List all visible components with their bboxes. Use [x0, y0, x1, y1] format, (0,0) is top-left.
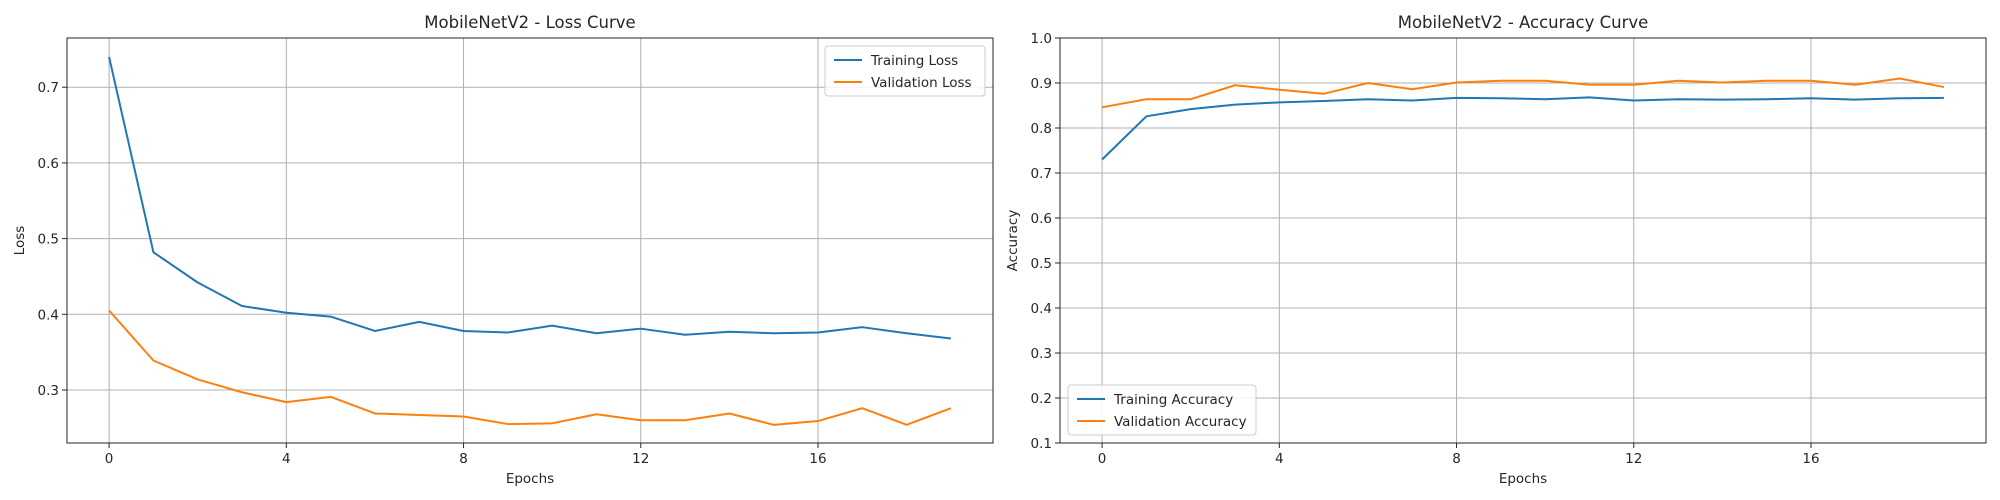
x-tick-label: 16	[809, 451, 826, 467]
x-tick-label: 4	[1275, 451, 1284, 467]
y-tick-label: 0.6	[1031, 211, 1052, 227]
x-axis-label: Epochs	[506, 471, 554, 487]
x-tick-label: 8	[1452, 451, 1461, 467]
x-tick-label: 4	[282, 451, 291, 467]
x-tick-label: 0	[105, 451, 114, 467]
loss-chart: 0 4 8 12 16 0.3 0.4 0.5 0.6 0.7 MobileNetV2 - Los…	[12, 13, 994, 487]
series-line-training	[108, 56, 952, 340]
legend: Training Accuracy Validation Accuracy	[1067, 384, 1257, 436]
legend-box	[824, 45, 986, 97]
y-axis-label: Accuracy	[1005, 210, 1021, 272]
y-tick-label: 0.4	[1031, 301, 1052, 317]
y-tick-label: 0.1	[1031, 436, 1052, 452]
ticks: 0 4 8 12 16 0.3 0.4 0.5 0.6 0.7	[38, 80, 827, 467]
y-axis-label: Loss	[12, 226, 28, 256]
y-tick-label: 0.3	[38, 383, 59, 399]
y-tick-label: 0.5	[38, 232, 59, 248]
accuracy-chart: 0 4 8 12 16 0.1 0.2 0.3 0.4 0.5 0.6 0.7 0.8 0.9 1.0 Mo…	[1005, 13, 1987, 487]
y-tick-label: 0.8	[1031, 121, 1052, 137]
x-tick-label: 8	[459, 451, 468, 467]
plot-frame	[66, 37, 994, 444]
legend-label-training: Training Accuracy	[1113, 392, 1233, 408]
plot-frame	[1059, 37, 1987, 444]
series-line-validation	[108, 309, 952, 426]
y-tick-label: 0.6	[38, 156, 59, 172]
y-tick-label: 0.7	[38, 80, 59, 96]
x-tick-label: 12	[632, 451, 649, 467]
ticks: 0 4 8 12 16 0.1 0.2 0.3 0.4 0.5 0.6 0.7 0.8 0.9 1.0	[1031, 31, 1820, 467]
series-layer	[108, 56, 952, 426]
legend-label-training: Training Loss	[870, 53, 958, 69]
x-tick-label: 12	[1625, 451, 1642, 467]
x-tick-label: 0	[1098, 451, 1107, 467]
y-tick-label: 0.7	[1031, 166, 1052, 182]
y-tick-label: 1.0	[1031, 31, 1052, 47]
y-tick-label: 0.9	[1031, 76, 1052, 92]
legend-box	[1067, 384, 1257, 436]
y-tick-label: 0.3	[1031, 346, 1052, 362]
series-line-training	[1101, 96, 1944, 161]
legend-label-validation: Validation Loss	[871, 75, 972, 91]
y-tick-label: 0.5	[1031, 256, 1052, 272]
x-axis-label: Epochs	[1499, 471, 1547, 487]
legend-label-validation: Validation Accuracy	[1114, 414, 1247, 430]
series-layer	[1101, 77, 1945, 161]
legend: Training Loss Validation Loss	[824, 45, 986, 97]
chart-title: MobileNetV2 - Accuracy Curve	[1398, 13, 1649, 32]
y-tick-label: 0.2	[1031, 391, 1052, 407]
chart-title: MobileNetV2 - Loss Curve	[424, 13, 635, 32]
y-tick-label: 0.4	[38, 307, 59, 323]
x-tick-label: 16	[1802, 451, 1819, 467]
series-line-validation	[1101, 77, 1945, 109]
